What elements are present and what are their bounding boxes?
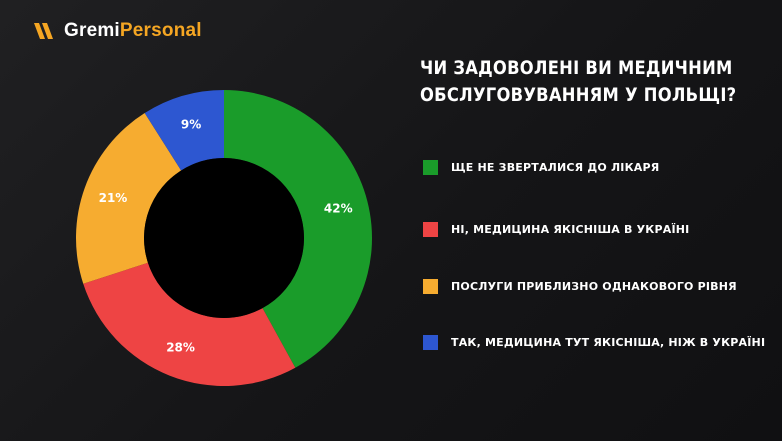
donut-slice-1 [83, 262, 296, 386]
slice-data-label-2: 21% [99, 191, 128, 205]
legend-label: ТАК, МЕДИЦИНА ТУТ ЯКІСНІША, НІЖ В УКРАЇН… [451, 336, 766, 349]
chart-title-line-1: ЧИ ЗАДОВОЛЕНІ ВИ МЕДИЧНИМ [420, 57, 733, 79]
legend-label: ЩЕ НЕ ЗВЕРТАЛИСЯ ДО ЛІКАРЯ [451, 161, 660, 174]
legend-swatch-red [423, 222, 438, 237]
donut-chart: 42% 28% 21% 9% [76, 90, 372, 386]
slice-data-label-3: 9% [181, 118, 201, 132]
brand-name: GremiPersonal [64, 20, 202, 42]
legend-label: НІ, МЕДИЦИНА ЯКІСНІША В УКРАЇНІ [451, 223, 690, 236]
legend-item-red: НІ, МЕДИЦИНА ЯКІСНІША В УКРАЇНІ [423, 222, 689, 237]
legend-label: ПОСЛУГИ ПРИБЛИЗНО ОДНАКОВОГО РІВНЯ [451, 280, 737, 293]
legend-swatch-orange [423, 279, 438, 294]
donut-slice-3 [144, 90, 224, 171]
legend-item-blue: ТАК, МЕДИЦИНА ТУТ ЯКІСНІША, НІЖ В УКРАЇН… [423, 335, 765, 350]
chart-title: ЧИ ЗАДОВОЛЕНІ ВИ МЕДИЧНИМ ОБСЛУГОВУВАННЯ… [420, 55, 737, 109]
double-chevron-logo-icon [34, 23, 53, 39]
slice-data-label-1: 28% [166, 341, 195, 355]
legend-item-orange: ПОСЛУГИ ПРИБЛИЗНО ОДНАКОВОГО РІВНЯ [423, 279, 737, 294]
brand-logo: GremiPersonal [34, 20, 202, 42]
brand-name-part2: Personal [119, 20, 202, 41]
slice-data-label-0: 42% [324, 202, 353, 216]
donut-hole [144, 158, 304, 318]
donut-slice-2 [76, 113, 182, 284]
brand-name-part1: Gremi [64, 20, 120, 41]
legend-item-green: ЩЕ НЕ ЗВЕРТАЛИСЯ ДО ЛІКАРЯ [423, 160, 659, 175]
legend-swatch-green [423, 160, 438, 175]
chart-title-line-2: ОБСЛУГОВУВАННЯМ У ПОЛЬЩІ? [420, 84, 737, 106]
legend-swatch-blue [423, 335, 438, 350]
donut-slice-0 [224, 90, 372, 368]
